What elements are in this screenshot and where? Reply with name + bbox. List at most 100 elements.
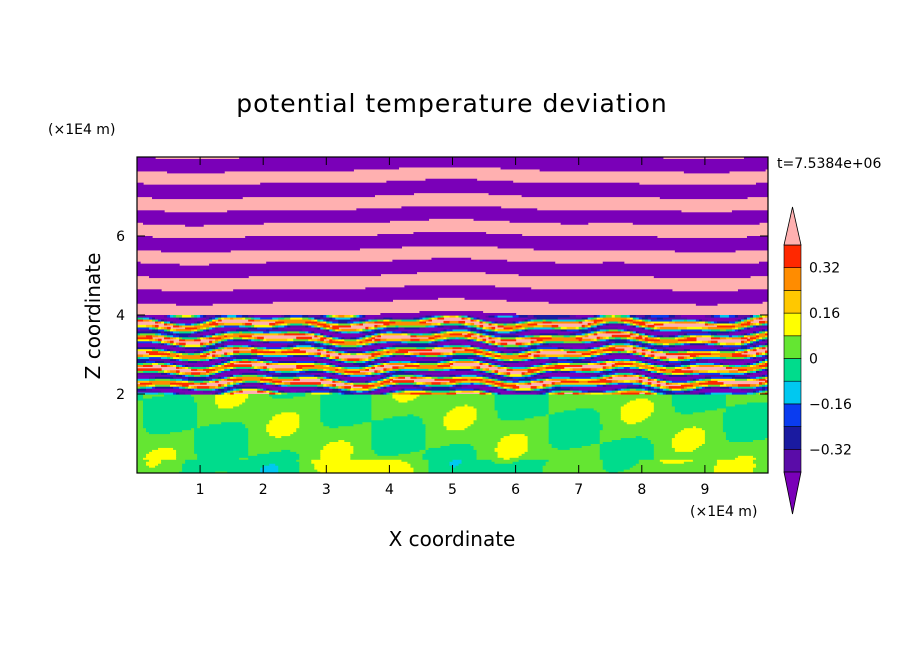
contour-cell [659, 196, 748, 200]
contour-cell [179, 316, 192, 320]
contour-cell [470, 315, 475, 318]
contour-cell [428, 336, 436, 340]
contour-cell [737, 328, 742, 332]
contour-cell [728, 364, 736, 367]
contour-cell [611, 344, 616, 348]
contour-cell [614, 344, 628, 348]
contour-cell [638, 360, 643, 364]
contour-cell [752, 316, 757, 320]
contour-cell [257, 368, 261, 371]
contour-cell [170, 384, 177, 387]
contour-cell [617, 374, 625, 377]
contour-cell [227, 332, 234, 336]
contour-cell [494, 358, 499, 362]
contour-cell [707, 318, 736, 322]
contour-cell [596, 354, 601, 358]
contour-cell [383, 348, 387, 352]
contour-cell [482, 376, 487, 379]
contour-cell [137, 332, 141, 336]
contour-cell [215, 394, 249, 397]
colorbar-segment [783, 403, 802, 427]
contour-cell [620, 415, 649, 419]
contour-cell [170, 334, 174, 338]
contour-cell [527, 318, 532, 322]
contour-cell [266, 368, 270, 371]
contour-cell [338, 350, 342, 354]
contour-cell [473, 382, 481, 385]
contour-cell [752, 332, 757, 336]
contour-cell [512, 315, 520, 318]
contour-cell [473, 419, 550, 423]
contour-cell [152, 334, 159, 338]
contour-cell [197, 316, 207, 320]
contour-cell [620, 409, 655, 413]
contour-cell [137, 445, 195, 448]
contour-cell [722, 411, 768, 415]
contour-cell [668, 344, 676, 348]
contour-cell [224, 364, 252, 367]
contour-cell [236, 315, 243, 318]
contour-cell [233, 382, 237, 385]
contour-cell [485, 374, 499, 377]
contour-cell [518, 330, 523, 334]
contour-cell [608, 368, 613, 371]
contour-cell [377, 374, 384, 377]
contour-cell [344, 340, 360, 344]
contour-cell [293, 431, 372, 435]
contour-cell [260, 467, 279, 470]
contour-cell [554, 386, 562, 389]
contour-cell [242, 372, 258, 375]
contour-cell [743, 348, 748, 352]
contour-cell [449, 326, 472, 330]
contour-cell [185, 386, 189, 389]
contour-cell [431, 316, 436, 320]
contour-cell [473, 390, 481, 393]
contour-cell [680, 364, 685, 367]
contour-cell [491, 356, 496, 360]
contour-cell [755, 316, 760, 320]
contour-cell [185, 374, 189, 377]
contour-cell [137, 403, 144, 407]
contour-cell [611, 360, 619, 364]
contour-cell [635, 318, 640, 322]
contour-cell [542, 342, 550, 346]
contour-cell [674, 344, 682, 348]
contour-cell [542, 378, 547, 381]
contour-cell [236, 376, 264, 379]
contour-cell [620, 390, 628, 393]
contour-cell [425, 316, 430, 320]
contour-cell [299, 342, 312, 346]
contour-cell [392, 392, 400, 395]
contour-cell [311, 461, 409, 464]
contour-cell [257, 326, 273, 330]
contour-cell [734, 320, 739, 324]
contour-cell [527, 352, 532, 356]
contour-cell [707, 342, 715, 346]
contour-cell [164, 340, 168, 344]
contour-cell [611, 380, 619, 383]
contour-cell [221, 360, 225, 364]
contour-cell [221, 384, 225, 387]
contour-cell [206, 374, 210, 377]
contour-cell [527, 370, 535, 373]
contour-cell [371, 336, 375, 340]
contour-cell [419, 338, 430, 342]
contour-cell [671, 372, 685, 375]
contour-cell [338, 358, 342, 362]
contour-cell [569, 332, 577, 336]
contour-cell [371, 334, 375, 338]
contour-cell [737, 289, 768, 292]
contour-cell [686, 358, 691, 362]
contour-cell [734, 324, 745, 328]
contour-cell [194, 451, 249, 454]
contour-cell [221, 315, 228, 318]
contour-cell [497, 245, 768, 249]
contour-cell [383, 382, 390, 385]
contour-cell [719, 336, 727, 340]
contour-cell [335, 368, 339, 371]
contour-cell [194, 388, 198, 391]
contour-cell [212, 378, 216, 381]
contour-cell [617, 326, 640, 330]
contour-cell [740, 320, 745, 324]
